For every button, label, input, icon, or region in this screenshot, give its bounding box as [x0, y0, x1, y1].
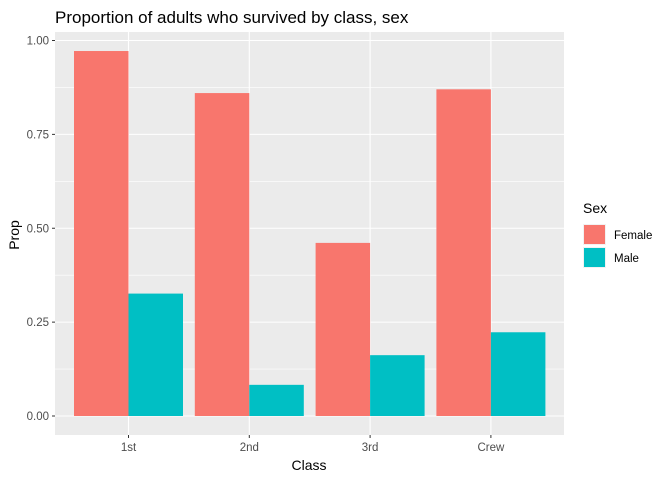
legend-title: Sex — [583, 200, 607, 216]
x-tick-label: 3rd — [362, 442, 379, 454]
legend-key-female — [584, 225, 605, 244]
x-tick-label: 1st — [121, 442, 137, 454]
y-tick-label: 0.75 — [27, 129, 49, 141]
y-tick-label: 0.25 — [27, 317, 49, 329]
legend-label-female: Female — [614, 230, 652, 242]
legend-key-male — [584, 248, 605, 267]
chart-title: Proportion of adults who survived by cla… — [55, 8, 409, 27]
x-axis: 1st 2nd 3rd Crew — [121, 435, 505, 454]
y-axis-title: Prop — [6, 220, 22, 250]
y-tick-label: 0.50 — [27, 223, 49, 235]
bar-female-crew — [436, 89, 491, 416]
y-tick-label: 0.00 — [27, 411, 49, 423]
y-tick-label: 1.00 — [27, 36, 49, 48]
bars — [74, 51, 546, 416]
bar-male-3rd — [370, 355, 425, 416]
bar-female-2nd — [194, 93, 250, 416]
bar-male-1st — [128, 293, 183, 416]
bar-male-2nd — [249, 384, 304, 416]
legend-label-male: Male — [614, 253, 639, 265]
x-tick-label: Crew — [477, 442, 505, 454]
bar-female-1st — [74, 51, 129, 416]
x-tick-label: 2nd — [240, 442, 259, 454]
bar-female-3rd — [315, 242, 371, 416]
x-axis-title: Class — [291, 457, 326, 473]
y-axis: 0.00 0.25 0.50 0.75 1.00 — [27, 36, 55, 423]
legend: Sex Female Male — [583, 200, 652, 268]
bar-male-crew — [490, 332, 546, 416]
